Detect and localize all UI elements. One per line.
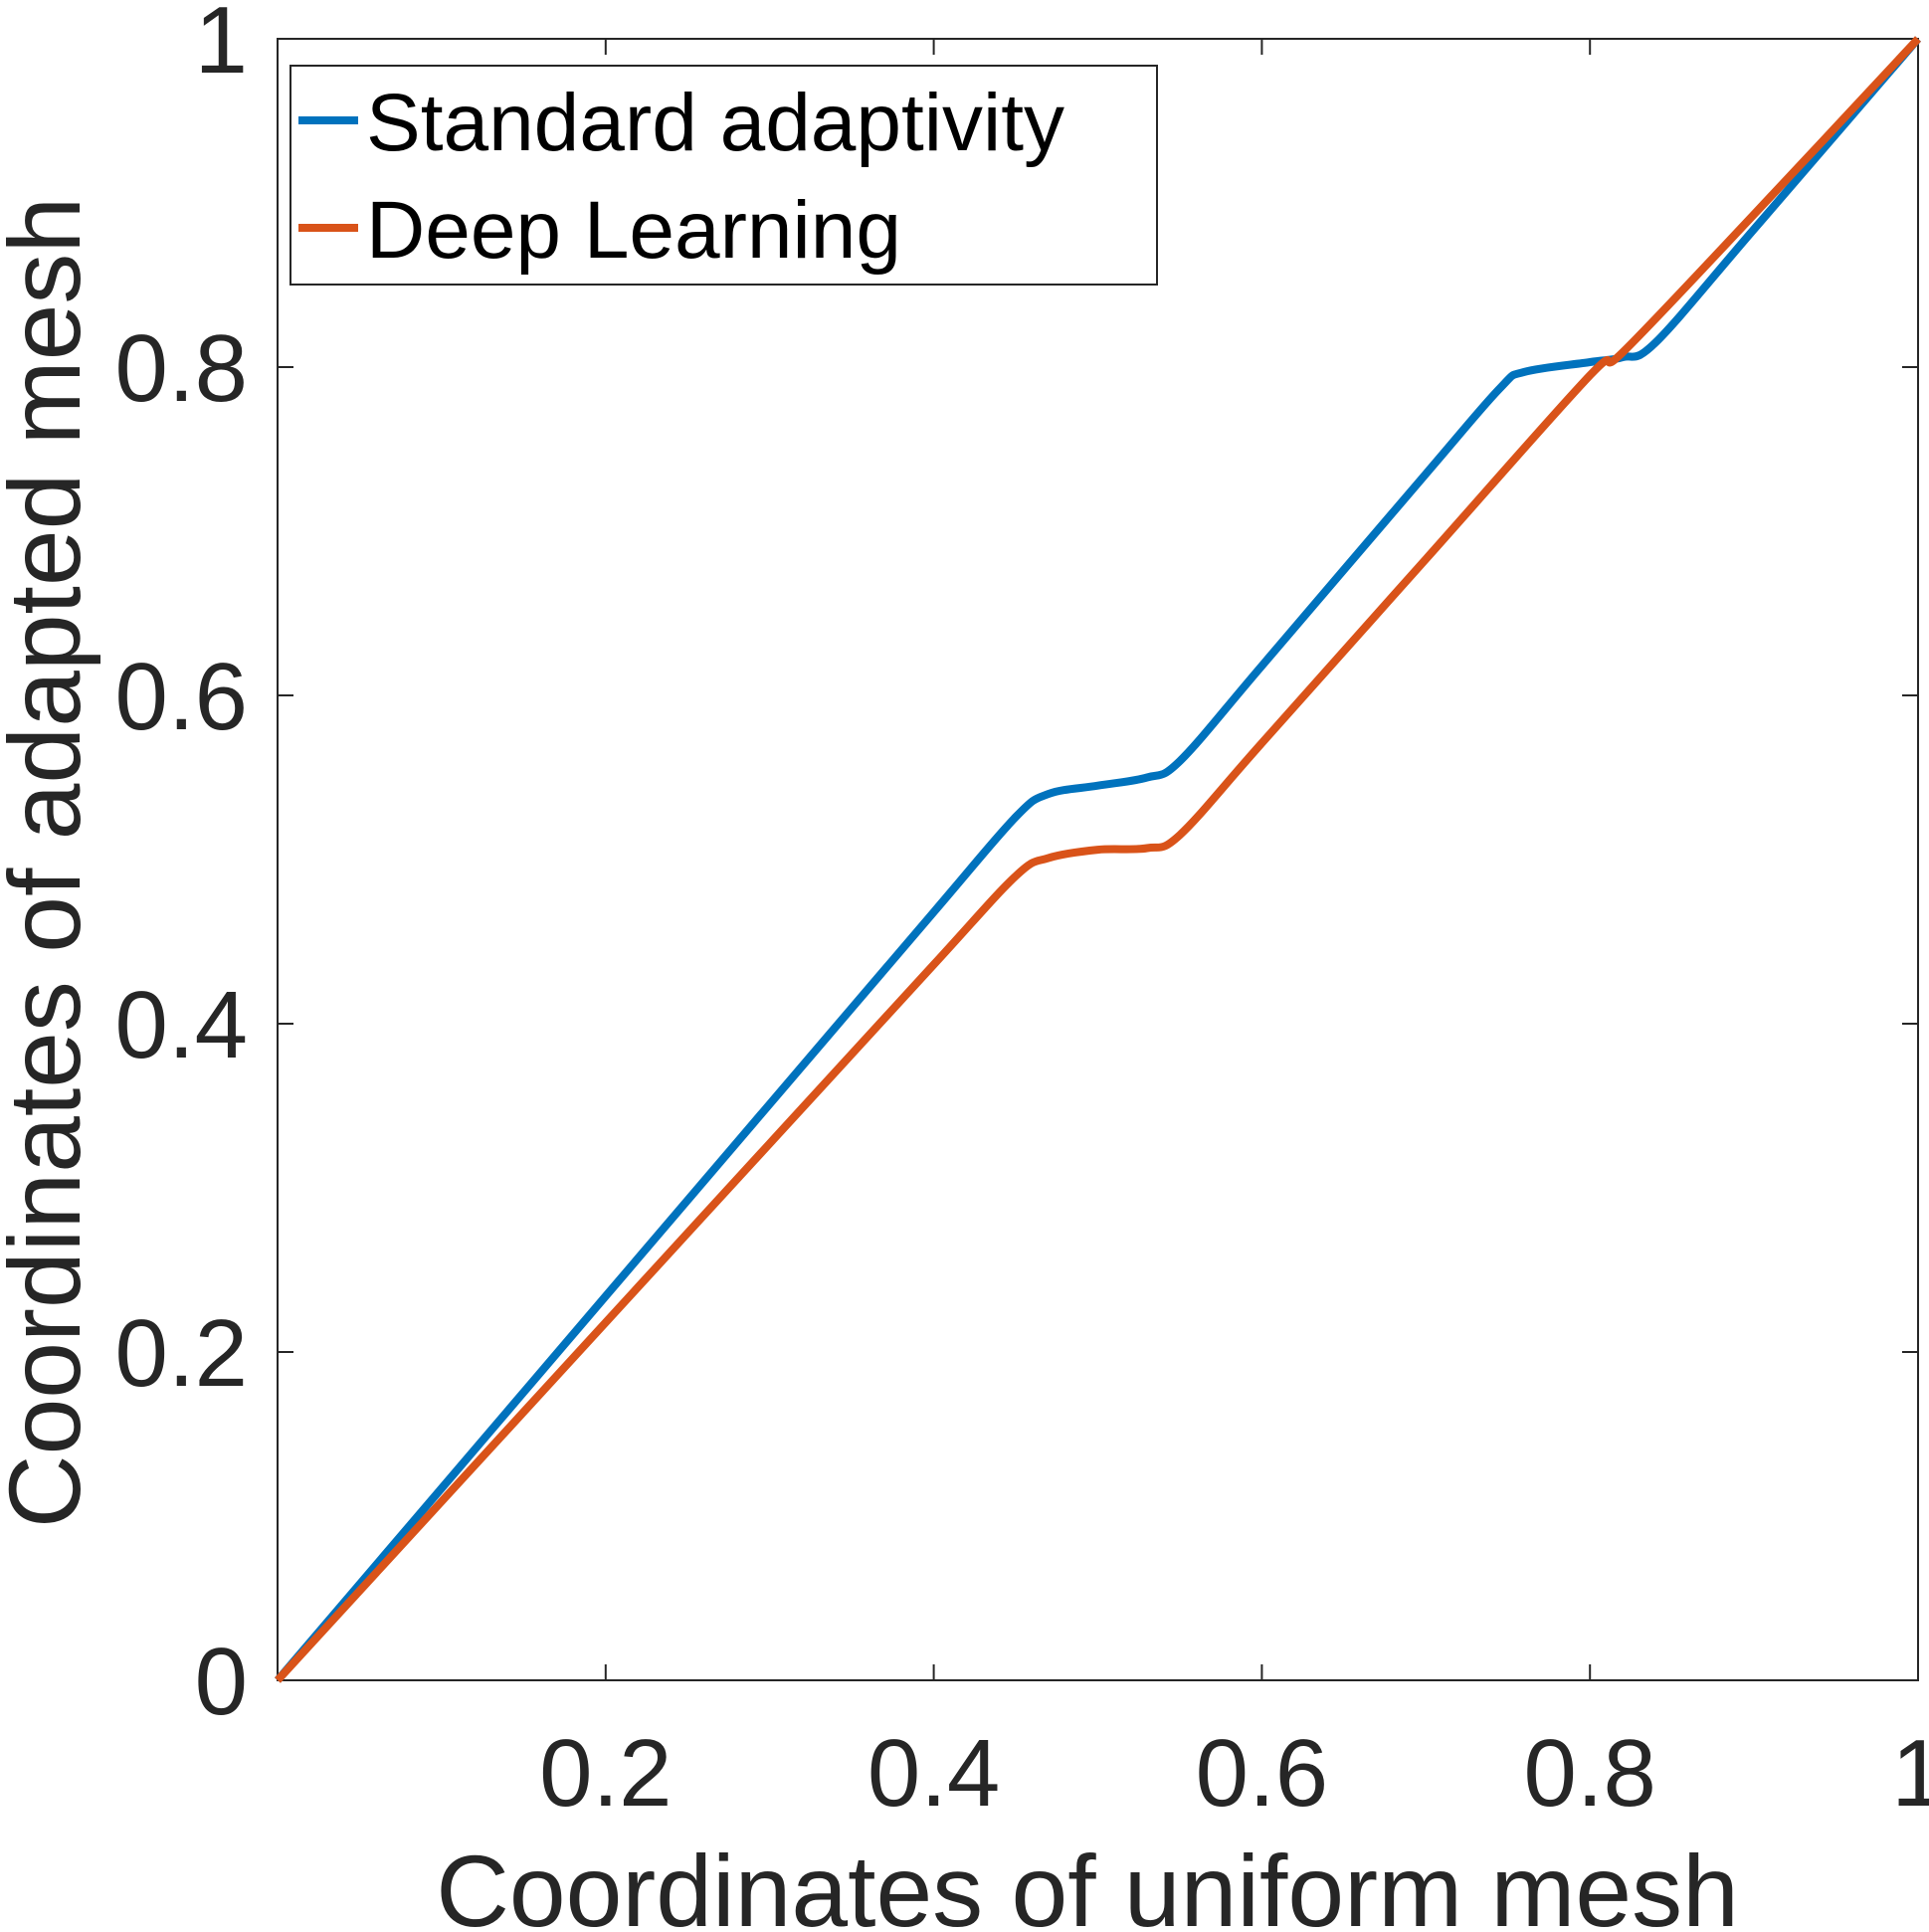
y-tick-label: 0.6: [115, 644, 248, 750]
legend-label-deep-learning: Deep Learning: [366, 185, 901, 276]
y-tick-label: 0.8: [115, 315, 248, 422]
x-tick-label: 0.4: [868, 1720, 1000, 1827]
legend-box: [289, 65, 1158, 286]
x-tick-label: 0.8: [1523, 1720, 1655, 1827]
axes-box: [277, 38, 1919, 1681]
axes: 0.2 0.4 0.6 0.8 1 0 0.2 0.4 0.6 0.8 1: [115, 0, 1929, 1827]
x-tick-label: 0.2: [539, 1720, 672, 1827]
series-lines: [274, 36, 1922, 1683]
y-tick-label: 0.4: [115, 972, 248, 1078]
x-tick-label: 1: [1891, 1720, 1929, 1827]
x-tick-label: 0.6: [1196, 1720, 1328, 1827]
y-tick-label: 0: [195, 1629, 248, 1735]
x-axis-label: Coordinates of uniform mesh: [436, 1835, 1739, 1932]
series-line-standard-adaptivity: [274, 36, 1922, 1683]
series-line-deep-learning: [275, 36, 1921, 1683]
legend-label-standard-adaptivity: Standard adaptivity: [366, 78, 1064, 168]
y-tick-label: 1: [195, 0, 248, 94]
y-axis-label: Coordinates of adapted mesh: [0, 197, 101, 1528]
y-tick-label: 0.2: [115, 1300, 248, 1407]
legend: Standard adaptivity Deep Learning: [289, 65, 1158, 286]
